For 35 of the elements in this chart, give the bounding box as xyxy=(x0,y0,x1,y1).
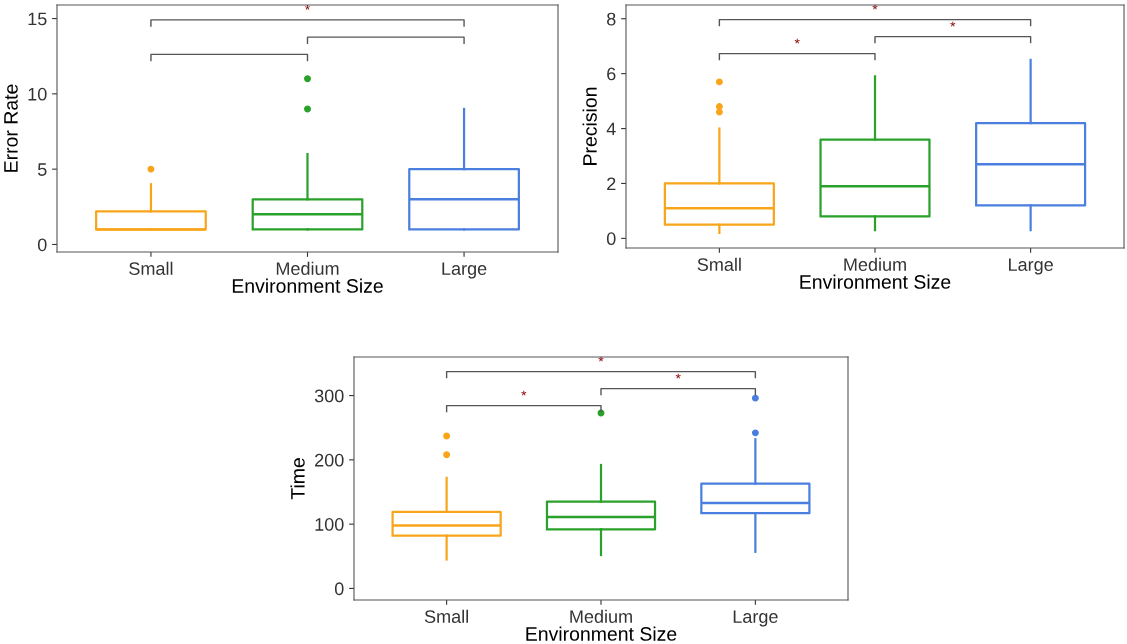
annotation: * xyxy=(598,356,604,362)
annotation: * xyxy=(305,4,310,10)
y-tick-label: 200 xyxy=(315,453,344,467)
y-tick-label: 0 xyxy=(606,232,616,246)
x-tick-label: Large xyxy=(442,262,487,279)
x-axis-title: Environment Size xyxy=(232,278,383,293)
x-tick-label: Small xyxy=(129,261,173,275)
y-tick-label: 15 xyxy=(28,12,47,26)
y-axis-title: Precision xyxy=(582,87,597,165)
x-tick-label: Small xyxy=(424,609,468,623)
y-tick-label: 2 xyxy=(607,177,616,191)
x-axis-title: Environment Size xyxy=(800,274,951,289)
x-tick-label: Medium xyxy=(276,261,339,275)
x-tick-label: Small xyxy=(697,257,741,271)
annotation: * xyxy=(872,4,878,10)
x-tick-label: Large xyxy=(733,610,778,627)
y-tick-label: 100 xyxy=(315,518,344,531)
x-tick-label: Medium xyxy=(844,257,906,271)
y-tick-label: 8 xyxy=(607,12,616,26)
y-axis-title: Time xyxy=(290,458,305,500)
y-tick-label: 5 xyxy=(37,163,47,176)
y-tick-label: 0 xyxy=(334,582,344,596)
annotation: * xyxy=(794,38,800,44)
y-tick-label: 4 xyxy=(606,122,616,136)
y-tick-label: 300 xyxy=(314,389,344,403)
y-tick-label: 0 xyxy=(37,238,47,252)
x-axis-title: Environment Size xyxy=(526,626,677,641)
annotation: * xyxy=(950,21,956,27)
y-tick-label: 6 xyxy=(607,67,616,81)
annotation: * xyxy=(521,390,527,396)
x-tick-label: Medium xyxy=(570,609,632,623)
annotation: * xyxy=(675,373,681,379)
x-tick-label: Large xyxy=(1009,258,1053,275)
y-axis-title: Error Rate xyxy=(4,84,18,172)
y-tick-label: 10 xyxy=(28,87,47,101)
